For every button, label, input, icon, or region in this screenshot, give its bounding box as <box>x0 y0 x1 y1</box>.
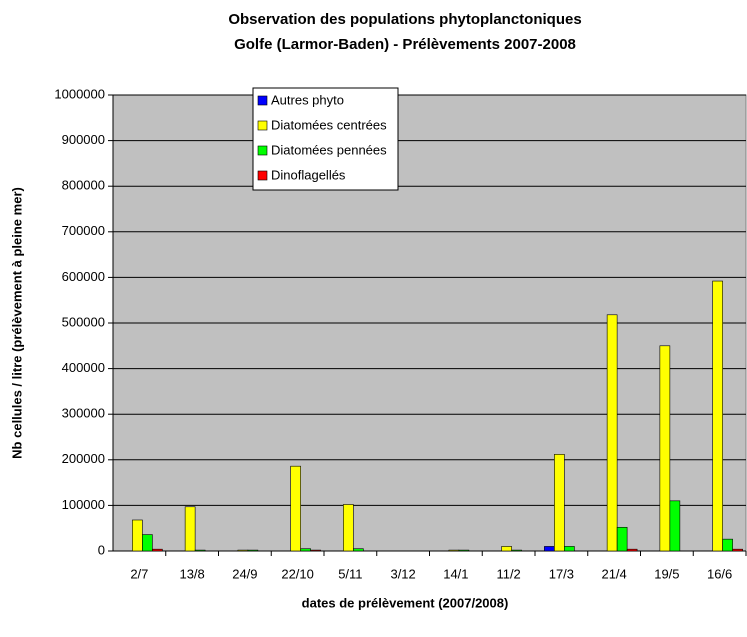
legend-swatch <box>257 145 268 156</box>
bar <box>247 549 259 552</box>
x-tick-label: 22/10 <box>281 566 314 581</box>
y-tick-label: 400000 <box>62 360 105 375</box>
y-tick-label: 900000 <box>62 132 105 147</box>
y-tick-label: 0 <box>98 542 105 557</box>
legend-label: Dinoflagellés <box>271 167 346 182</box>
legend-swatch <box>257 120 268 131</box>
x-tick-label: 11/2 <box>496 566 520 581</box>
x-tick-label: 5/11 <box>338 566 362 581</box>
bar <box>511 549 522 552</box>
legend-label: Autres phyto <box>271 92 344 107</box>
x-tick-label: 13/8 <box>179 566 204 581</box>
bar <box>290 465 301 552</box>
y-tick-label: 600000 <box>62 269 105 284</box>
bar <box>659 345 671 552</box>
y-tick-label: 800000 <box>62 178 105 193</box>
x-tick-label: 17/3 <box>549 566 574 581</box>
bar <box>669 500 681 552</box>
bar <box>544 546 555 552</box>
bar <box>732 548 743 552</box>
bar <box>722 538 733 552</box>
bar <box>300 548 311 552</box>
bar <box>554 454 565 552</box>
x-tick-label: 2/7 <box>130 566 148 581</box>
legend-label: Diatomées centrées <box>271 117 387 132</box>
bar <box>132 519 143 552</box>
x-tick-label: 14/1 <box>443 566 468 581</box>
bar <box>237 549 249 552</box>
chart-title: Observation des populations phytoplancto… <box>228 11 581 28</box>
bar <box>564 546 575 552</box>
y-tick-label: 200000 <box>62 451 105 466</box>
legend-box <box>252 87 399 191</box>
y-tick-label: 100000 <box>62 497 105 512</box>
y-tick-label: 300000 <box>62 406 105 421</box>
y-axis-title: Nb cellules / litre (prélèvement à plein… <box>9 187 24 459</box>
bar <box>458 549 470 552</box>
x-tick-label: 21/4 <box>601 566 626 581</box>
x-tick-label: 3/12 <box>390 566 415 581</box>
bar <box>606 314 618 552</box>
bar <box>184 506 196 552</box>
bar <box>616 526 628 552</box>
x-tick-label: 19/5 <box>654 566 679 581</box>
legend-label: Diatomées pennées <box>271 142 387 157</box>
bar <box>353 548 364 552</box>
bar <box>152 548 163 552</box>
bar <box>626 548 638 552</box>
x-axis-title: dates de prélèvement (2007/2008) <box>302 595 509 610</box>
bar <box>194 549 206 552</box>
legend-swatch <box>257 170 268 181</box>
legend-swatch <box>257 95 268 106</box>
x-tick-label: 16/6 <box>707 566 732 581</box>
bar <box>310 549 321 552</box>
bar <box>712 280 723 552</box>
chart-title: Golfe (Larmor-Baden) - Prélèvements 2007… <box>234 36 576 53</box>
x-tick-label: 24/9 <box>232 566 257 581</box>
bar <box>501 546 512 552</box>
bar <box>142 534 153 552</box>
bar <box>448 549 460 552</box>
y-tick-label: 500000 <box>62 314 105 329</box>
y-tick-label: 700000 <box>62 223 105 238</box>
bar <box>343 504 354 552</box>
y-tick-label: 1000000 <box>54 86 105 101</box>
